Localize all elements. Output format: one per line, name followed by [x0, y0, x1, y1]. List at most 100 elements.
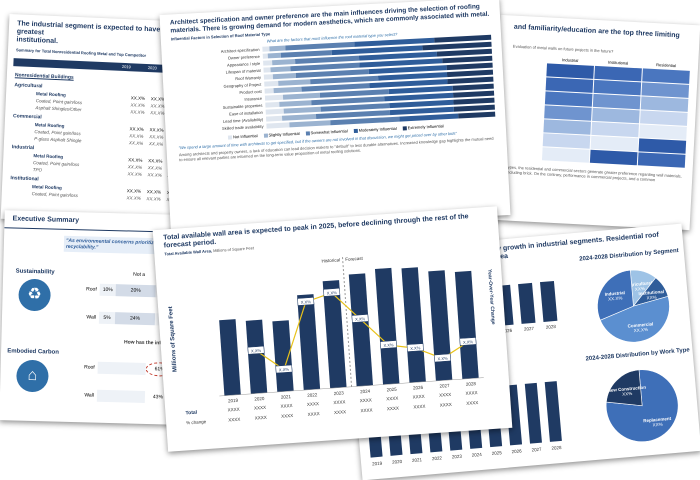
survey-legend-item: Moderately Influential — [353, 125, 397, 133]
heatmap-cell — [542, 133, 591, 149]
dist-x-tick: 2028 — [546, 324, 557, 330]
wall-point-label: X.X% — [410, 345, 421, 351]
table-cell: XX.X% — [130, 109, 145, 115]
wall-point-label: X.X% — [327, 290, 338, 296]
legend-swatch — [402, 125, 407, 130]
heatmap-cell — [545, 77, 594, 93]
wall-total-cell: XXXX — [413, 394, 425, 400]
heatmap-grid — [507, 62, 690, 168]
wall-x-tick: 2027 — [439, 383, 450, 389]
table-cell: XX.X% — [148, 141, 164, 147]
survey-sheet: Architect specification and owner prefer… — [159, 0, 511, 233]
wall-x-tick: 2019 — [228, 398, 239, 404]
wall-point-label-box — [434, 353, 452, 363]
legend-swatch — [228, 134, 233, 140]
wall-total-cell: XXXX — [280, 403, 292, 409]
wall-x-tick: 2021 — [281, 394, 292, 400]
survey-bar-segment — [264, 94, 284, 101]
wall-change-cell: XXXX — [334, 409, 346, 415]
wall-point-label: X.X% — [437, 356, 448, 362]
legend-label: Moderately Influential — [358, 125, 397, 133]
exec-not-label: Not a — [133, 271, 146, 278]
wall-y2-axis-label: Year-Over-Year Change — [486, 269, 496, 325]
exec-bar-seg: 24% — [114, 312, 156, 326]
heatmap-cell — [589, 149, 638, 166]
heatmap-cell — [637, 152, 686, 168]
forecast-divider — [342, 257, 353, 387]
dist-x-tick: 2027 — [524, 326, 535, 332]
table-cell: XX.X% — [149, 134, 164, 140]
survey-bar-segment — [289, 120, 331, 128]
dist-x-tick: 2027 — [531, 447, 542, 453]
survey-bar-segment — [263, 60, 273, 66]
pie1-slice — [597, 269, 634, 321]
wall-x-tick: 2023 — [334, 390, 345, 396]
table-cell: XX.X% — [128, 140, 144, 146]
heatmap-row-label — [509, 104, 544, 119]
exec-bar-label: Roof — [86, 286, 97, 293]
exec-bar-label: Roof — [84, 364, 95, 371]
wall-point-label-box — [351, 314, 369, 323]
wall-bar — [428, 270, 453, 381]
dist-x-tick: 2028 — [551, 445, 562, 451]
pie2-title: 2024-2028 Distribution by Work Type — [585, 347, 690, 362]
factory-icon: ⌂ — [16, 359, 49, 393]
wall-change-cell: XXXX — [255, 415, 267, 421]
heatmap-cell — [543, 119, 592, 135]
heatmap-cell — [640, 110, 688, 126]
wall-point-label-box — [323, 287, 341, 297]
heatmap-cell — [592, 107, 640, 124]
wall-change-cell: XXXX — [440, 402, 452, 408]
heatmap-cell — [590, 135, 639, 152]
wall-bar — [374, 267, 400, 385]
dist-bar — [539, 280, 558, 323]
survey-legend-item: Slightly Influential — [263, 131, 300, 138]
table-cell: XX.X% — [130, 95, 146, 101]
wall-point-label: X.X% — [383, 342, 394, 348]
wall-area-sheet: Total available wall area is expected to… — [152, 206, 513, 452]
wall-bar — [219, 319, 241, 396]
survey-bar-segment — [265, 108, 285, 115]
wall-point-label-box — [247, 345, 265, 355]
wall-x-tick: 2020 — [254, 396, 265, 402]
wall-total-cell: XXXX — [307, 401, 319, 407]
survey-bar-segment — [265, 115, 283, 122]
wall-point-label-box — [459, 337, 477, 346]
survey-bar-segment — [267, 52, 282, 59]
survey-bar-segment — [269, 45, 286, 52]
wall-point-label: X.X% — [301, 299, 312, 305]
wall-area-chart: Millions of Square Feet Year-Over-Year Ch… — [168, 256, 496, 426]
wall-x-axis — [219, 377, 484, 397]
heatmap-cell — [546, 63, 594, 79]
pie2-slice-name: New Construction — [607, 385, 646, 393]
table-col-header: 2019 — [121, 63, 131, 70]
heatmap-sheet-title: and familiarity/education are the top th… — [513, 23, 680, 40]
wall-change-cell: XXXX — [413, 404, 425, 410]
wall-point-label-box — [275, 364, 293, 374]
pie1-slice-name: Commercial — [627, 321, 653, 328]
wall-total-cell: XXXX — [333, 399, 345, 405]
wall-point-label-box — [379, 340, 397, 349]
wall-x-tick: 2025 — [386, 387, 397, 393]
wall-y-axis-label: Millions of Square Feet — [168, 306, 179, 372]
survey-legend-item: Not Influential — [228, 133, 258, 140]
wall-point-label-box — [297, 297, 315, 306]
heatmap-cell — [640, 96, 689, 112]
pie1-slice — [599, 295, 670, 343]
historical-label: Historical — [321, 257, 340, 263]
exec-bar-seg: 5% — [98, 311, 116, 325]
dist-x-tick: 2019 — [372, 461, 383, 467]
table-cell: XX.X% — [149, 127, 164, 133]
wall-total-cell: XXXX — [465, 390, 477, 396]
table-cell: XX.X% — [127, 164, 143, 170]
wall-bar — [245, 319, 268, 394]
wall-total-cell: XXXX — [360, 397, 372, 403]
exec-bar-seg — [97, 361, 146, 375]
wall-change-cell: XXXX — [360, 407, 372, 413]
wall-bar — [272, 320, 294, 393]
survey-bar-segment — [398, 113, 459, 122]
wall-total-cell: XXXX — [439, 392, 451, 398]
survey-bar-segment — [266, 122, 290, 129]
table-cell: XX.X% — [148, 158, 163, 164]
